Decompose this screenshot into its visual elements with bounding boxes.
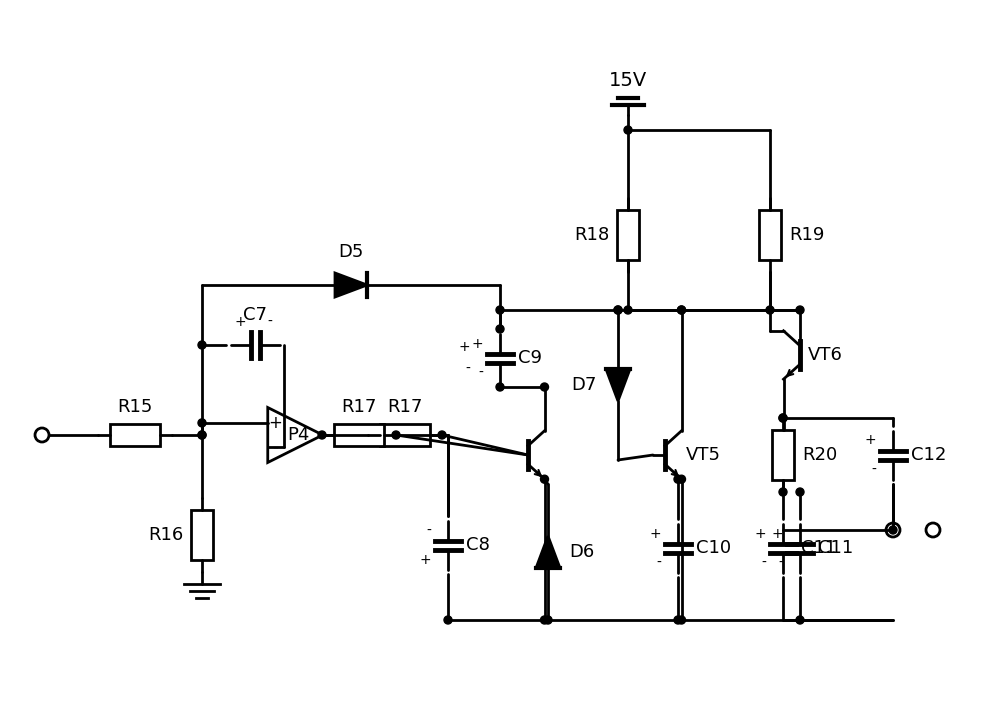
Bar (772, 430, 794, 480)
Text: C11: C11 (818, 539, 853, 557)
Circle shape (392, 431, 400, 439)
Text: D7: D7 (572, 376, 597, 394)
Text: R16: R16 (148, 526, 183, 544)
Text: +: + (771, 526, 783, 540)
Circle shape (496, 325, 504, 333)
Text: +: + (864, 434, 876, 448)
Text: C8: C8 (466, 536, 490, 554)
Circle shape (796, 306, 804, 314)
Circle shape (678, 306, 686, 314)
Text: -: - (871, 463, 876, 476)
Text: -: - (761, 555, 766, 570)
Polygon shape (606, 369, 630, 401)
Circle shape (678, 616, 686, 624)
Circle shape (796, 488, 804, 496)
Circle shape (540, 383, 548, 391)
Text: VT6: VT6 (808, 346, 843, 364)
Text: +: + (754, 526, 766, 540)
Text: D6: D6 (569, 543, 594, 561)
Circle shape (198, 341, 206, 349)
Text: -: - (426, 523, 431, 538)
Circle shape (198, 419, 206, 427)
Text: VT5: VT5 (686, 446, 720, 464)
Text: +: + (458, 340, 470, 354)
Text: +: + (471, 337, 483, 351)
Bar (617, 210, 639, 260)
Circle shape (540, 616, 548, 624)
Text: C10: C10 (696, 539, 731, 557)
Bar (110, 424, 160, 446)
Bar (380, 424, 430, 446)
Circle shape (779, 488, 787, 496)
Text: -: - (478, 366, 483, 379)
Text: D5: D5 (338, 243, 364, 261)
Text: R20: R20 (802, 446, 837, 464)
Text: -: - (272, 438, 278, 456)
Circle shape (35, 428, 49, 442)
Text: -: - (778, 555, 783, 570)
Circle shape (674, 616, 682, 624)
Text: C9: C9 (518, 349, 542, 367)
Text: C7: C7 (243, 306, 267, 324)
Circle shape (438, 431, 446, 439)
Text: +: + (419, 553, 431, 567)
Text: P4: P4 (287, 426, 309, 444)
Circle shape (444, 616, 452, 624)
Text: R17: R17 (341, 398, 377, 416)
Text: R17: R17 (387, 398, 423, 416)
Circle shape (678, 475, 686, 483)
Circle shape (544, 616, 552, 624)
Circle shape (614, 306, 622, 314)
Circle shape (318, 431, 326, 439)
Text: +: + (235, 315, 246, 329)
Text: +: + (649, 526, 661, 540)
Polygon shape (536, 536, 560, 568)
Polygon shape (268, 408, 323, 463)
Circle shape (766, 306, 774, 314)
Bar (334, 424, 384, 446)
Text: R15: R15 (117, 398, 153, 416)
Circle shape (496, 306, 504, 314)
Circle shape (198, 431, 206, 439)
Text: R18: R18 (574, 226, 609, 244)
Circle shape (779, 414, 787, 422)
Circle shape (796, 616, 804, 624)
Circle shape (614, 306, 622, 314)
Text: 15V: 15V (609, 71, 647, 90)
Text: +: + (268, 414, 282, 432)
Text: -: - (267, 315, 272, 329)
Text: C11: C11 (801, 539, 836, 557)
Circle shape (496, 383, 504, 391)
Circle shape (678, 306, 686, 314)
Text: -: - (465, 362, 470, 376)
Circle shape (674, 475, 682, 483)
Circle shape (926, 523, 940, 537)
Bar (759, 210, 781, 260)
Bar (191, 510, 213, 560)
Text: C12: C12 (911, 446, 946, 464)
Circle shape (889, 526, 897, 534)
Circle shape (624, 306, 632, 314)
Circle shape (886, 523, 900, 537)
Polygon shape (335, 273, 367, 297)
Circle shape (624, 126, 632, 134)
Text: -: - (656, 555, 661, 570)
Circle shape (540, 475, 548, 483)
Text: R19: R19 (789, 226, 824, 244)
Circle shape (198, 431, 206, 439)
Circle shape (779, 414, 787, 422)
